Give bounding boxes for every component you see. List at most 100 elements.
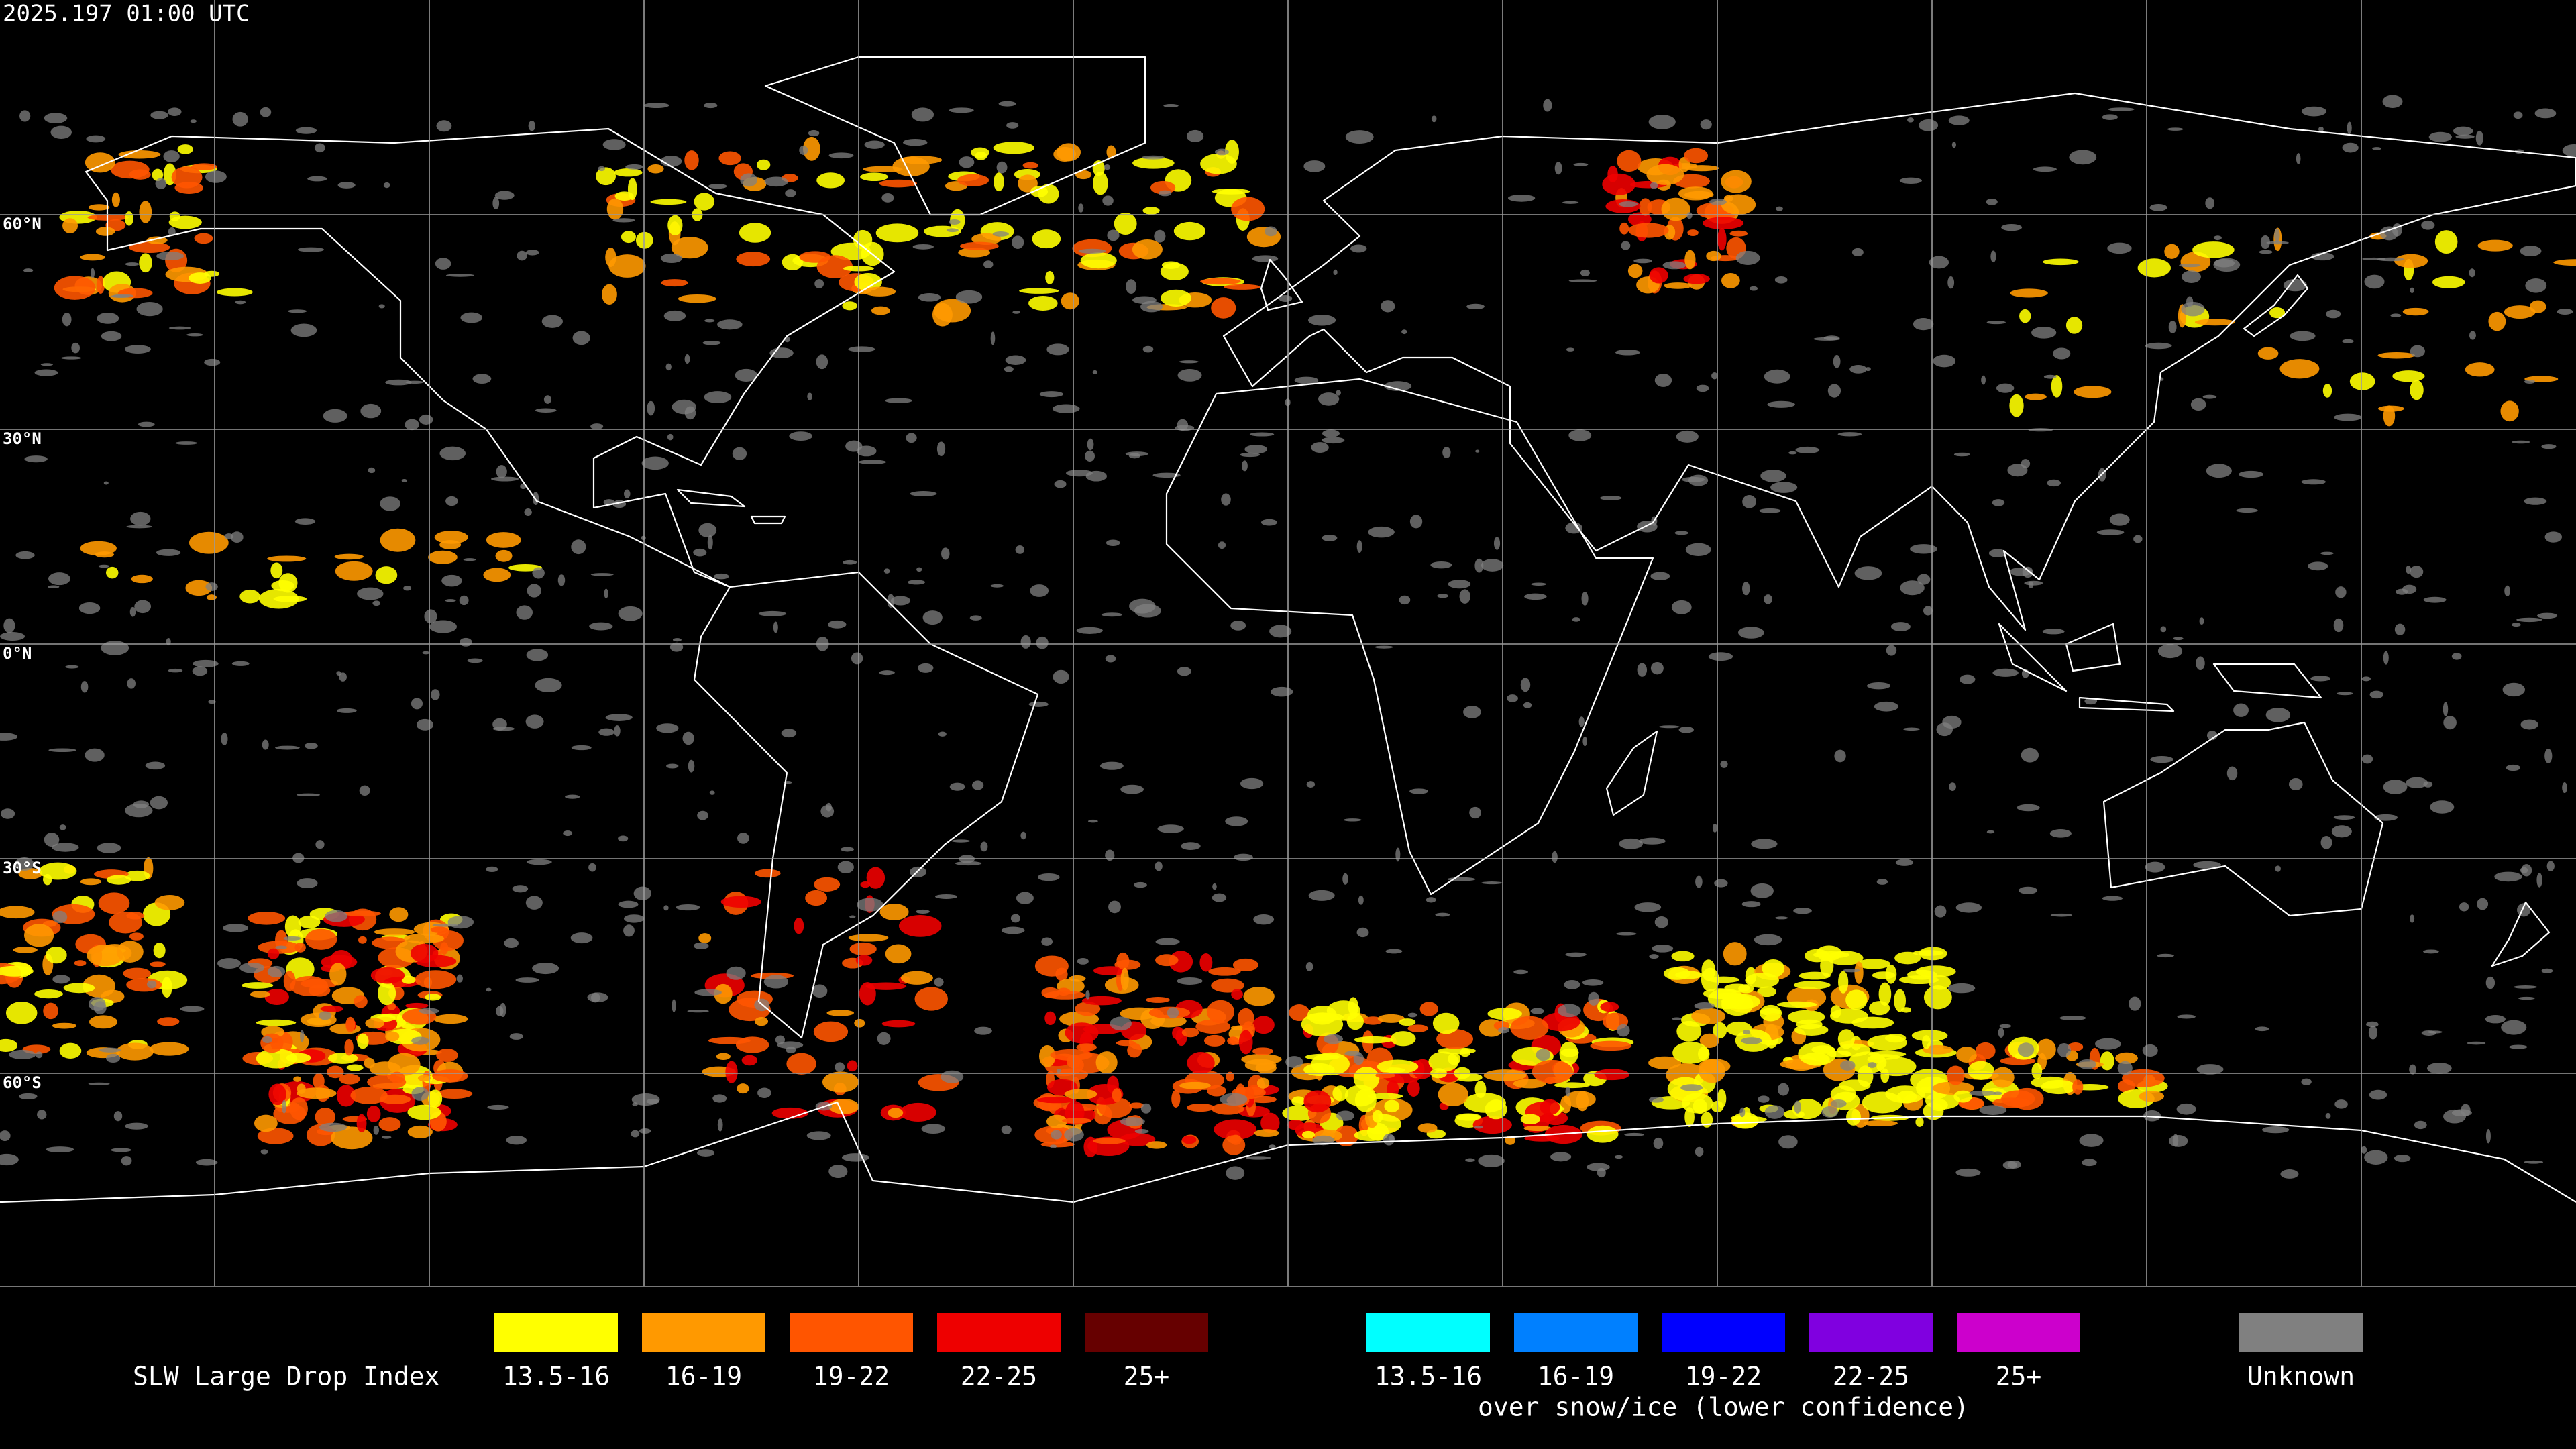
unknown-patch [381,1136,392,1139]
unknown-patch [1030,584,1049,597]
unknown-patch [2107,242,2132,254]
cloud-patch [358,936,367,944]
cloud-patch [1664,282,1692,289]
unknown-patch [1554,162,1562,175]
cloud-patch [1617,150,1642,172]
unknown-patch [1395,847,1401,862]
unknown-patch [2145,861,2165,873]
cloud-patch [327,1065,344,1079]
unknown-patch [1795,446,1820,453]
unknown-patch [2050,913,2073,917]
cloud-patch [771,1107,809,1119]
cloud-patch [1231,989,1243,1000]
cloud-patch [327,1052,358,1064]
unknown-patch [841,847,854,852]
unknown-patch [647,400,655,416]
cloud-patch [139,253,152,273]
unknown-patch [1399,595,1411,605]
cloud-patch [1975,1042,1996,1059]
unknown-patch [1368,526,1395,538]
cloud-patch [111,192,120,207]
unknown-patch [1179,360,1199,364]
unknown-patch [262,1036,272,1043]
unknown-patch [1709,198,1727,205]
unknown-patch [828,620,847,629]
unknown-patch [2179,263,2201,268]
unknown-patch [2337,692,2353,696]
unknown-patch [2383,651,2389,665]
unknown-patch [693,548,707,557]
cloud-patch [432,1069,468,1083]
cloud-patch [1560,1048,1579,1057]
cloud-patch [389,907,409,922]
unknown-patch [1028,701,1049,707]
unknown-patch [2173,637,2184,641]
cloud-patch [313,1073,325,1090]
legend-label: 13.5-16 [502,1362,610,1391]
unknown-patch [1466,303,1485,310]
unknown-patch [1573,162,1589,166]
unknown-patch [2524,379,2536,384]
unknown-patch [1305,961,1313,971]
cloud-patch [2553,259,2576,266]
unknown-patch [2502,682,2526,697]
cloud-patch [149,1042,189,1056]
unknown-patch [193,659,219,667]
unknown-patch [2145,342,2172,350]
cloud-patch [54,276,96,300]
cloud-patch [1243,987,1275,1006]
unknown-patch [1616,932,1637,936]
unknown-patch [1742,582,1750,596]
unknown-patch [2334,413,2362,421]
cloud-patch [110,160,150,179]
unknown-patch [1431,115,1437,123]
cloud-patch [98,892,130,914]
unknown-patch [1764,369,1790,384]
cloud-patch [385,1031,400,1042]
unknown-patch [1389,1134,1395,1142]
unknown-patch [918,663,934,673]
cloud-patch [1619,222,1629,235]
cloud-patch [1301,1012,1344,1036]
unknown-patch [951,839,971,843]
cloud-patch [1055,1068,1088,1081]
unknown-patch [1775,916,1788,920]
unknown-patch [1890,622,1911,631]
unknown-patch [1672,1017,1682,1020]
cloud-patch [900,1102,936,1122]
unknown-patch [618,606,643,621]
unknown-patch [239,962,265,973]
unknown-patch [1750,883,1774,898]
cloud-patch [596,167,616,186]
cloud-patch [131,574,153,584]
unknown-patch [1448,580,1471,589]
cloud-patch [1699,1059,1726,1083]
cloud-patch [875,223,919,243]
unknown-patch [1929,256,1949,269]
unknown-patch [168,227,176,237]
unknown-patch [2157,644,2183,659]
unknown-patch [19,110,31,122]
cloud-patch [1717,227,1727,251]
cloud-patch [1639,198,1652,216]
unknown-patch [1221,493,1231,506]
unknown-patch [974,1026,992,1035]
unknown-patch [101,331,122,341]
unknown-patch [709,790,715,795]
cloud-patch [2192,241,2235,258]
unknown-patch [1948,115,1970,125]
cloud-patch [1132,157,1175,169]
unknown-patch [955,290,983,304]
unknown-patch [103,481,109,485]
unknown-patch [565,794,580,799]
cloud-patch [106,566,119,579]
unknown-patch [1776,206,1783,211]
unknown-patch [789,431,812,441]
unknown-patch [2410,345,2425,358]
unknown-patch [2255,1026,2269,1032]
legend-label: 13.5-16 [1375,1362,1482,1391]
unknown-patch [378,304,385,309]
unknown-patch [297,247,325,252]
cloud-patch [1311,1052,1350,1076]
unknown-patch [99,1047,121,1053]
